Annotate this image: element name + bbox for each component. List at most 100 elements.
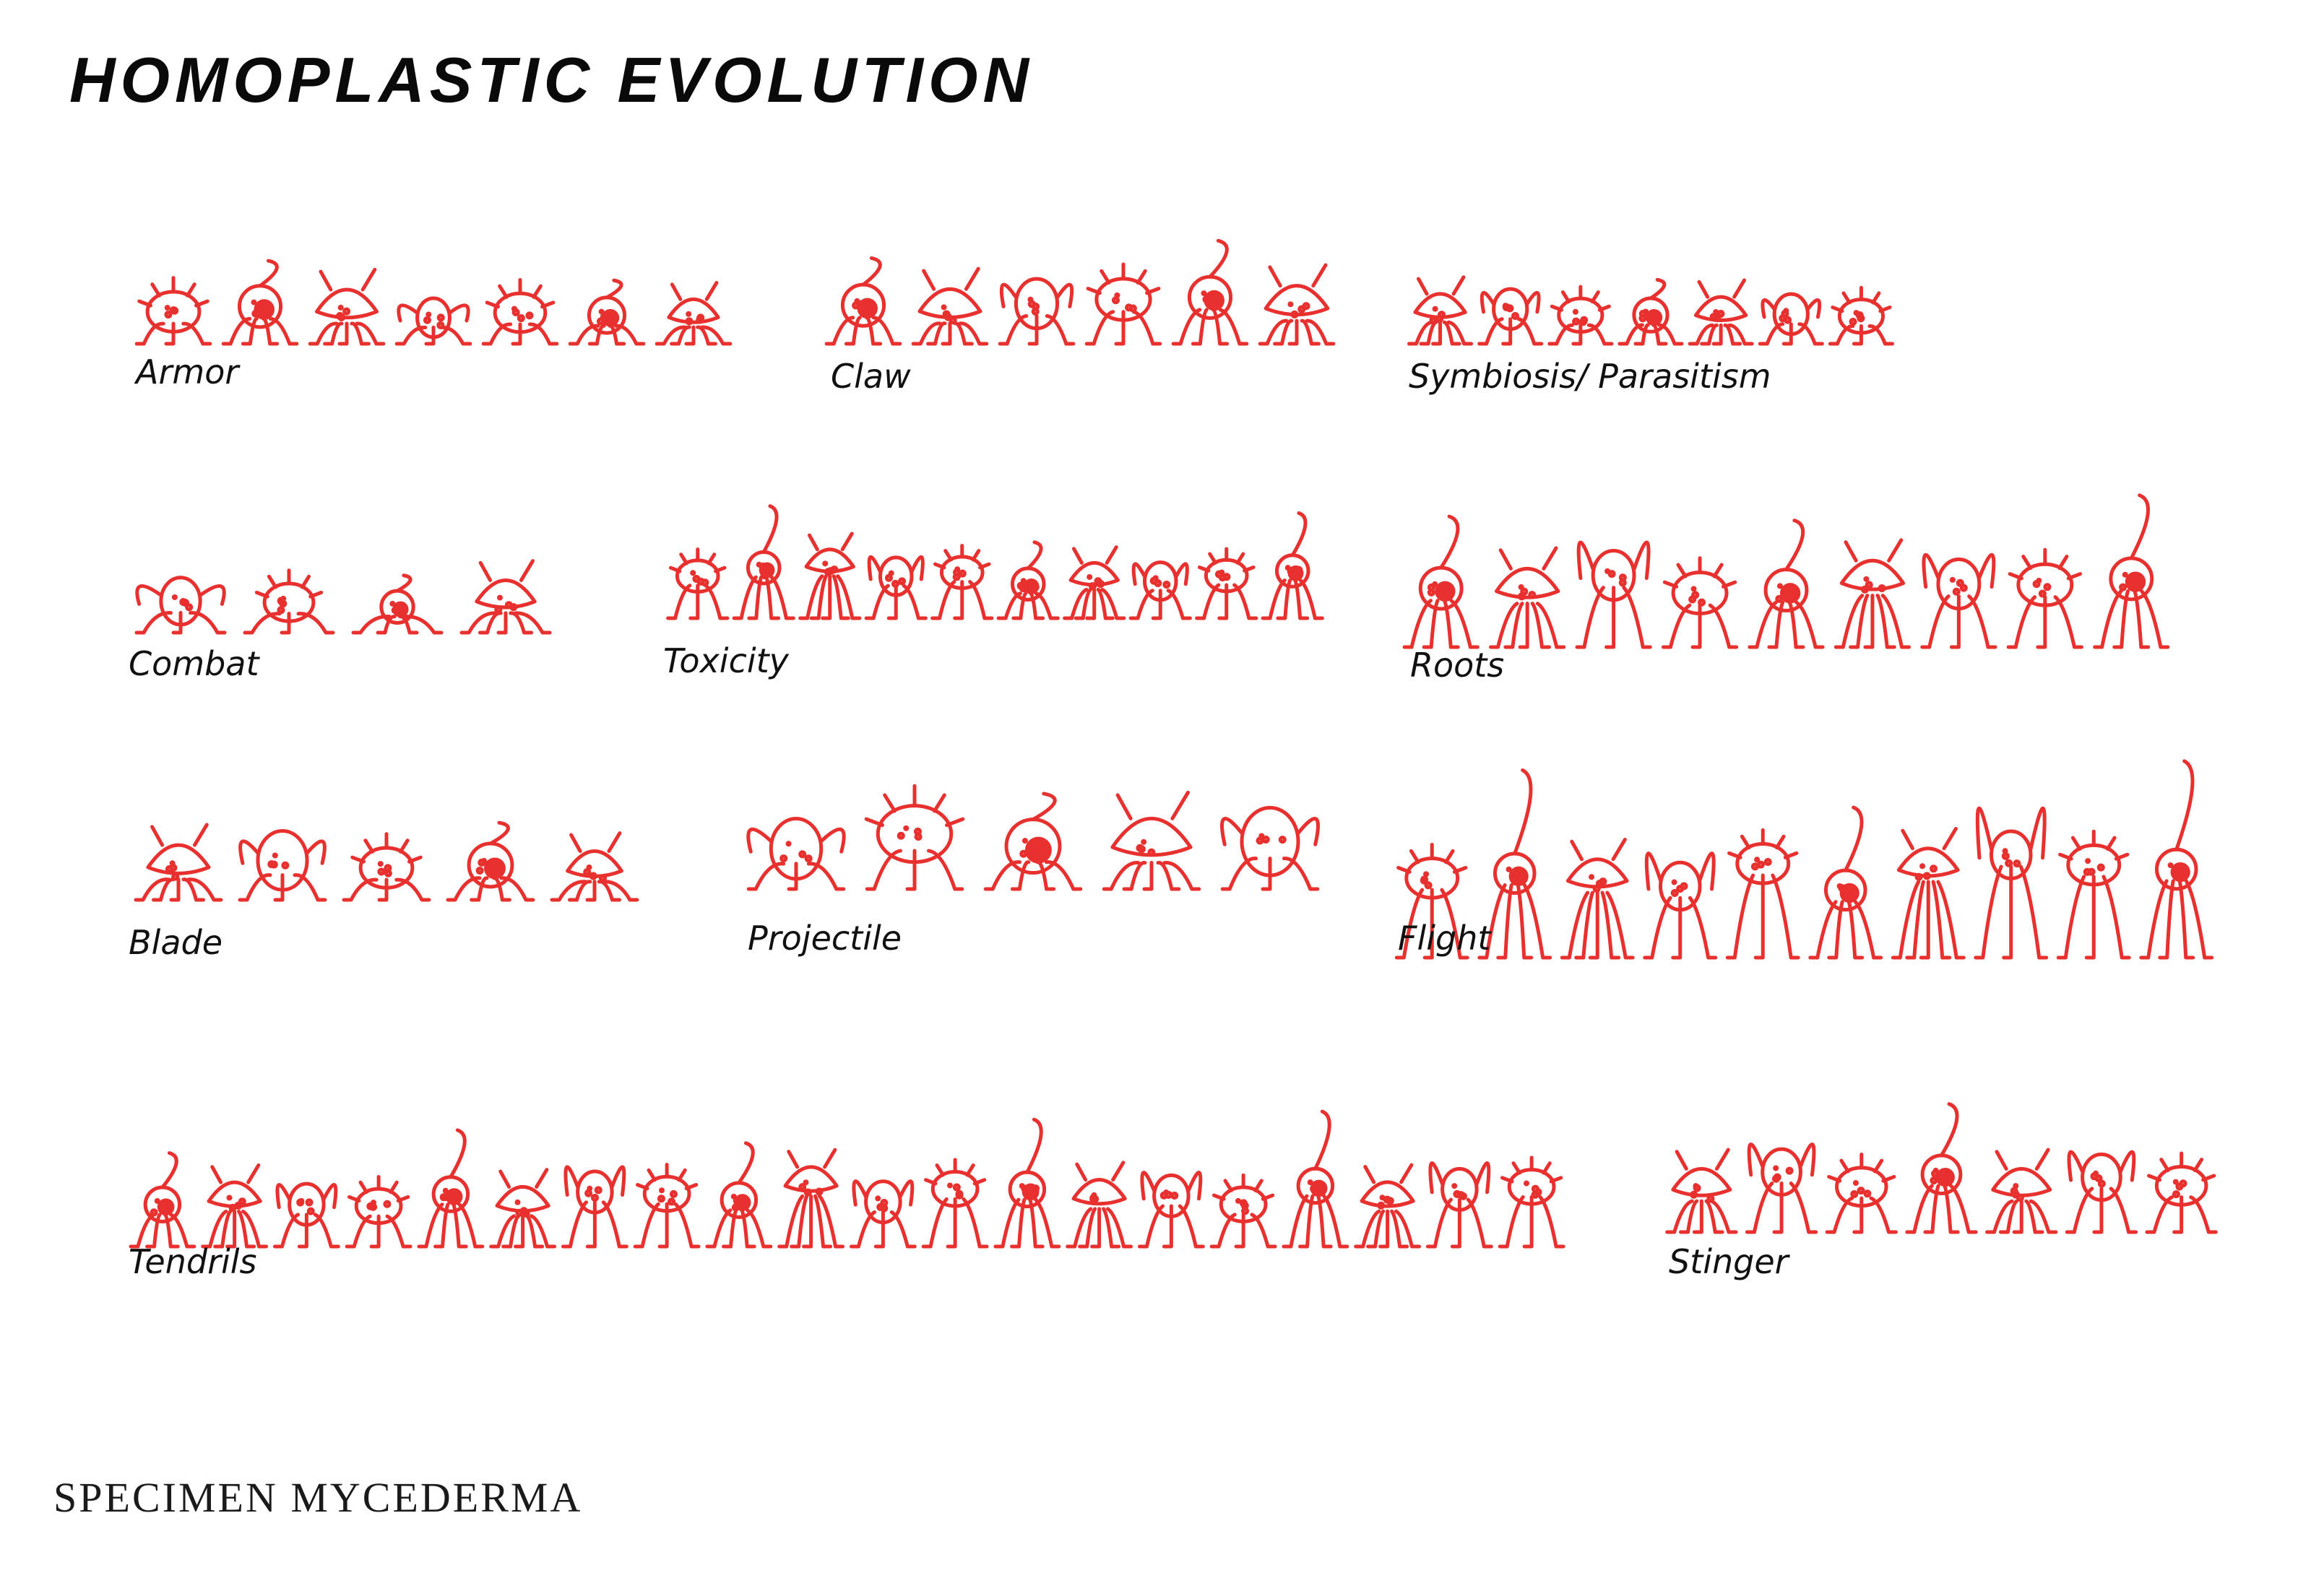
tendrils-creature-icon xyxy=(1498,1156,1565,1249)
tendrils-creature-icon xyxy=(345,1175,412,1249)
tendrils-creature-icon xyxy=(272,1182,340,1249)
blade-creature-strip xyxy=(126,809,647,903)
toxicity-creature-icon xyxy=(1195,547,1258,620)
symbiosis-creature-icon xyxy=(1828,285,1894,346)
stinger-creature-icon xyxy=(1905,1102,1978,1234)
projectile-creature-strip xyxy=(737,766,1329,892)
armor-creatures xyxy=(134,259,733,346)
projectile-creature-icon xyxy=(1220,805,1320,891)
stinger-creature-strip xyxy=(1662,1091,2221,1235)
tendrils-creature-icon xyxy=(1425,1161,1493,1249)
symbiosis-creature-icon xyxy=(1617,277,1684,346)
stinger-creature-icon xyxy=(1985,1148,2058,1234)
stinger-creature-icon xyxy=(1665,1148,1738,1234)
combat-creature-strip xyxy=(126,549,560,636)
tendrils-creatures xyxy=(129,1109,1565,1249)
combat-creature-icon xyxy=(351,573,444,635)
flight-creature-icon xyxy=(1891,826,1966,960)
armor-creature-icon xyxy=(134,276,212,346)
tendrils-creature-icon xyxy=(633,1163,701,1249)
blade-creature-icon xyxy=(446,820,535,902)
blade-creature-icon xyxy=(238,828,327,902)
stinger-creature-icon xyxy=(1825,1152,1898,1234)
symbiosis-creature-icon xyxy=(1407,275,1474,346)
symbiosis-creature-icon xyxy=(1688,278,1754,346)
combat-creature-icon xyxy=(243,568,335,635)
toxicity-creature-icon xyxy=(996,540,1060,620)
group-label-projectile: Projectile xyxy=(748,919,902,958)
toxicity-creature-icon xyxy=(864,555,928,620)
toxicity-creatures xyxy=(666,504,1324,620)
armor-creature-icon xyxy=(655,281,733,346)
tendrils-creature-icon xyxy=(849,1179,917,1249)
tendrils-creature-icon xyxy=(705,1141,773,1249)
toxicity-creature-icon xyxy=(1128,560,1192,620)
tendrils-creature-icon xyxy=(777,1148,845,1249)
projectile-creature-icon xyxy=(983,792,1083,891)
blade-creature-icon xyxy=(342,832,431,902)
group-label-symbiosis: Symbiosis/ Parasitism xyxy=(1409,357,1771,396)
armor-creature-icon xyxy=(308,267,386,346)
flight-creatures xyxy=(1394,759,2214,960)
stinger-creature-icon xyxy=(1745,1143,1818,1234)
tendrils-creature-icon xyxy=(1137,1171,1205,1249)
roots-creature-icon xyxy=(2006,547,2083,649)
combat-creatures xyxy=(134,559,552,635)
combat-creature-icon xyxy=(134,576,227,635)
tendrils-creature-icon xyxy=(489,1168,557,1249)
group-label-armor: Armor xyxy=(136,352,239,391)
claw-creature-icon xyxy=(1258,263,1336,346)
tendrils-creature-icon xyxy=(417,1128,485,1249)
flight-creature-icon xyxy=(1560,838,1635,960)
flight-creature-icon xyxy=(1643,851,1718,960)
stinger-creatures xyxy=(1665,1102,2218,1234)
group-label-stinger: Stinger xyxy=(1669,1242,1789,1281)
group-label-blade: Blade xyxy=(129,923,223,962)
combat-creature-icon xyxy=(459,559,552,635)
symbiosis-creature-icon xyxy=(1547,285,1614,346)
projectile-creature-icon xyxy=(864,784,965,891)
projectile-creature-icon xyxy=(1102,790,1201,891)
group-label-roots: Roots xyxy=(1410,646,1505,685)
toxicity-creature-strip xyxy=(665,504,1326,621)
blade-creature-icon xyxy=(550,831,639,902)
flight-creature-icon xyxy=(2139,759,2214,960)
toxicity-creature-icon xyxy=(666,547,730,620)
roots-creature-icon xyxy=(1575,540,1652,649)
toxicity-creature-icon xyxy=(1063,545,1126,620)
tendrils-creature-icon xyxy=(129,1150,196,1249)
toxicity-creature-icon xyxy=(732,504,795,620)
roots-creature-icon xyxy=(1489,546,1566,649)
claw-creature-icon xyxy=(824,256,902,346)
blade-creatures xyxy=(134,820,639,902)
armor-creature-strip xyxy=(130,259,737,347)
armor-creature-icon xyxy=(394,296,472,346)
roots-creature-icon xyxy=(1402,514,1480,649)
armor-creature-icon xyxy=(221,259,299,346)
projectile-creature-icon xyxy=(746,817,846,891)
roots-creature-icon xyxy=(1833,538,1912,649)
roots-creature-icon xyxy=(2093,493,2170,649)
flight-creature-icon xyxy=(1974,806,2049,960)
flight-creature-icon xyxy=(2056,829,2131,960)
claw-creature-icon xyxy=(1171,238,1249,346)
flight-creature-icon xyxy=(1725,828,1800,960)
toxicity-creature-icon xyxy=(1261,511,1324,620)
group-label-flight: Flight xyxy=(1398,919,1491,958)
flight-creature-strip xyxy=(1391,729,2218,961)
group-label-combat: Combat xyxy=(129,644,259,683)
tendrils-creature-icon xyxy=(1209,1173,1277,1249)
tendrils-creature-strip xyxy=(126,1109,1568,1249)
blade-creature-icon xyxy=(134,823,223,902)
tendrils-creature-icon xyxy=(201,1163,269,1249)
tendrils-creature-icon xyxy=(921,1158,989,1249)
symbiosis-creature-icon xyxy=(1477,287,1544,346)
flight-creature-icon xyxy=(1477,768,1552,960)
tendrils-creature-icon xyxy=(561,1165,628,1249)
stinger-creature-icon xyxy=(2145,1151,2218,1234)
specimen-name: SPECIMEN MYCEDERMA xyxy=(53,1474,583,1521)
claw-creature-icon xyxy=(911,266,989,346)
claw-creature-icon xyxy=(998,277,1076,346)
armor-creature-icon xyxy=(481,277,559,346)
